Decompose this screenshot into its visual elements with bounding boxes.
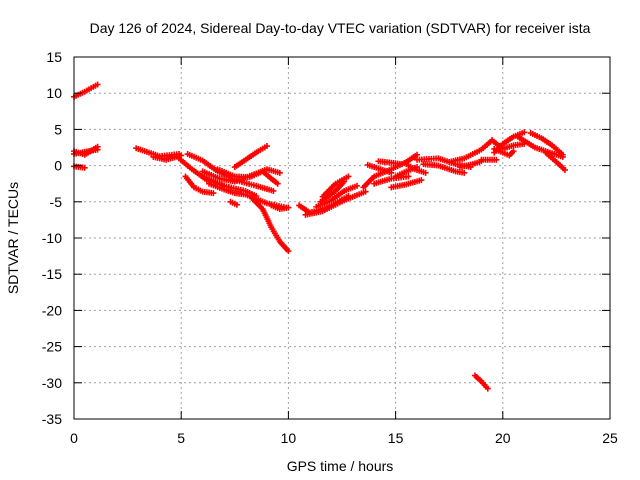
data-point xyxy=(414,151,421,158)
data-point xyxy=(233,201,240,208)
x-tick-label: 15 xyxy=(388,430,404,446)
y-tick-label: -10 xyxy=(42,230,62,246)
y-tick-label: 5 xyxy=(54,121,62,137)
grid-lines xyxy=(74,57,610,419)
data-point xyxy=(418,177,425,184)
y-tick-labels: 15 10 5 0 -5 -10 -15 -20 -25 -30 -35 xyxy=(42,49,62,427)
data-point xyxy=(263,143,270,150)
series-arc13 xyxy=(214,166,281,187)
data-point xyxy=(405,173,412,180)
series-arc01 xyxy=(71,81,101,100)
data-point xyxy=(94,143,101,150)
series-arc35 xyxy=(478,156,500,163)
data-series xyxy=(71,81,568,392)
y-axis-label: SDTVAR / TECUs xyxy=(5,182,21,294)
axis-ticks xyxy=(73,56,611,420)
series-arc27 xyxy=(388,151,421,173)
data-point xyxy=(81,164,88,171)
data-point xyxy=(210,190,217,197)
series-arc19 xyxy=(302,188,369,218)
series-arc17 xyxy=(268,202,292,213)
x-tick-labels: 0 5 10 15 20 25 xyxy=(70,430,618,446)
y-tick-label: 10 xyxy=(46,85,62,101)
y-tick-label: -25 xyxy=(42,339,62,355)
series-arc10 xyxy=(199,173,260,200)
x-tick-label: 25 xyxy=(602,430,618,446)
x-tick-label: 5 xyxy=(177,430,185,446)
series-arc15 xyxy=(227,198,240,208)
series-arc36 xyxy=(471,372,491,392)
data-point xyxy=(510,148,517,155)
series-arc08 xyxy=(182,173,217,197)
data-point xyxy=(285,204,292,211)
data-point xyxy=(276,169,283,176)
y-tick-label: 15 xyxy=(46,49,62,65)
y-tick-label: -5 xyxy=(50,194,63,210)
series-arc24 xyxy=(364,161,395,176)
data-point xyxy=(461,169,468,176)
x-tick-label: 10 xyxy=(281,430,297,446)
x-tick-label: 20 xyxy=(495,430,511,446)
data-point xyxy=(94,81,101,88)
series-arc16 xyxy=(248,195,292,255)
series-arc06 xyxy=(150,152,185,163)
series-arc41 xyxy=(527,130,566,158)
y-tick-label: -30 xyxy=(42,375,62,391)
data-point xyxy=(345,173,352,180)
series-arc32 xyxy=(420,161,468,176)
data-point xyxy=(559,151,566,158)
data-point xyxy=(354,182,361,189)
data-point xyxy=(521,129,528,136)
series-arc14 xyxy=(231,143,270,171)
x-axis-label: GPS time / hours xyxy=(287,458,394,474)
data-point xyxy=(493,156,500,163)
data-point xyxy=(274,180,281,187)
series-arc22 xyxy=(319,173,352,200)
y-tick-label: -35 xyxy=(42,411,62,427)
data-point xyxy=(270,187,277,194)
data-point xyxy=(561,166,568,173)
x-tick-label: 0 xyxy=(70,430,78,446)
chart-title: Day 126 of 2024, Sidereal Day-to-day VTE… xyxy=(90,20,591,36)
y-tick-label: -15 xyxy=(42,266,62,282)
data-point xyxy=(362,188,369,195)
series-arc30 xyxy=(403,161,429,176)
data-point xyxy=(285,248,292,255)
y-tick-label: -20 xyxy=(42,302,62,318)
series-arc42 xyxy=(542,149,568,173)
series-arc39 xyxy=(491,129,528,156)
data-point xyxy=(484,385,491,392)
series-arc29 xyxy=(388,177,425,191)
data-point xyxy=(422,169,429,176)
y-tick-label: 0 xyxy=(54,158,62,174)
